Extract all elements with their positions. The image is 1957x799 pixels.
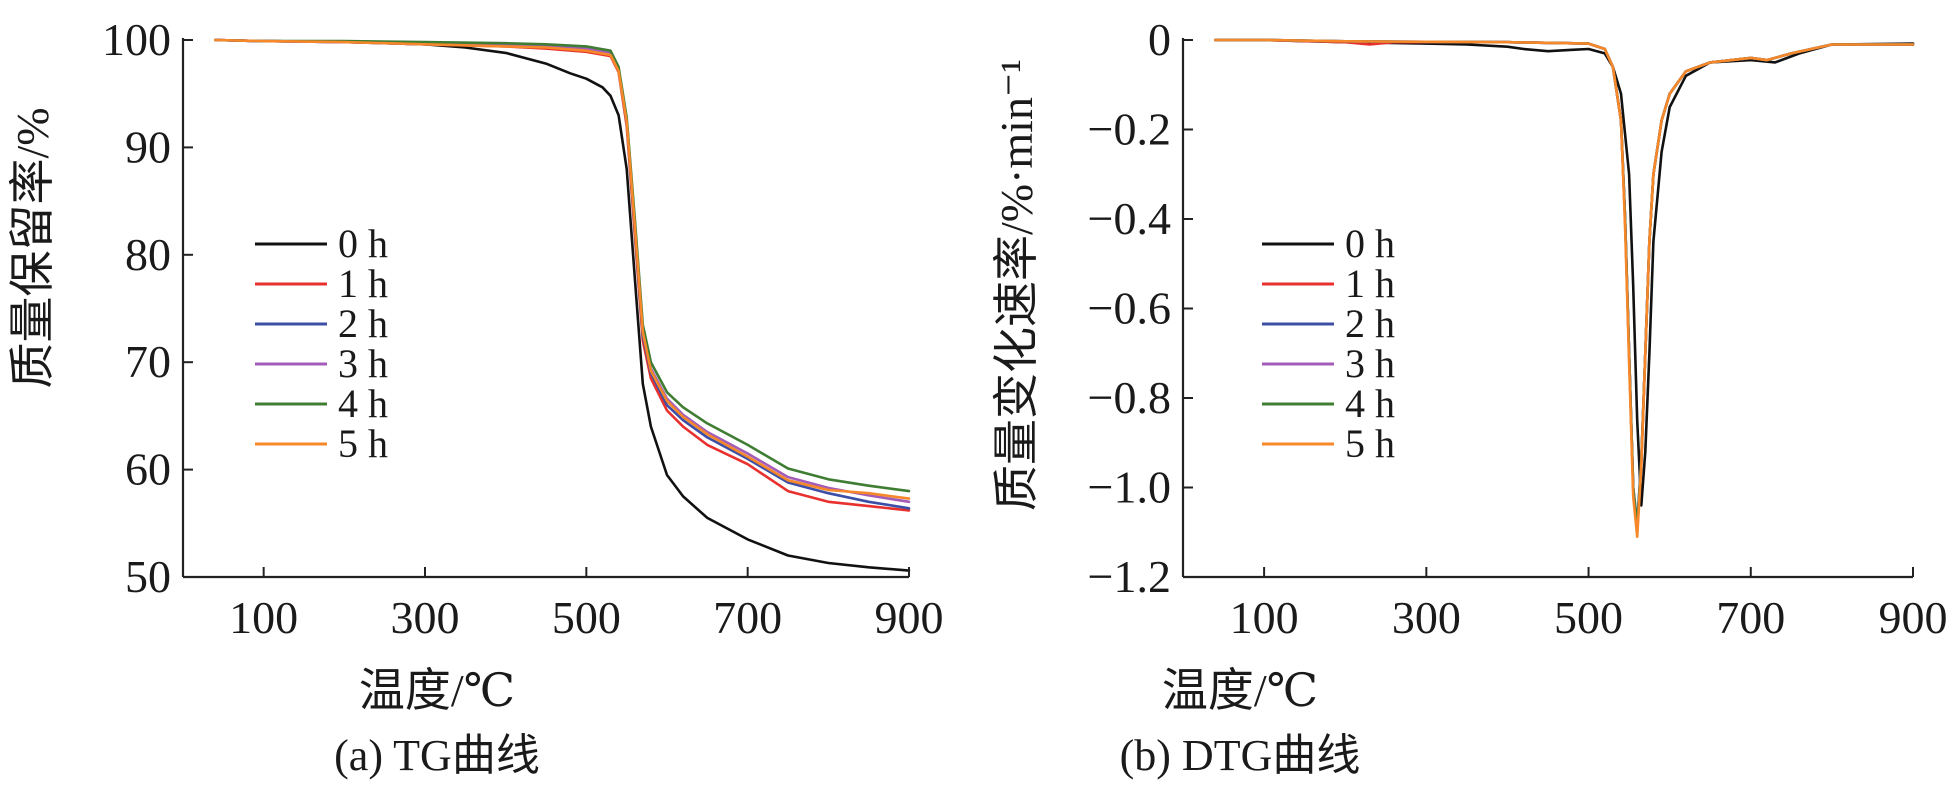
dtg-y-tick-label: −1.2 <box>1088 551 1171 602</box>
dtg-x-tick-label: 300 <box>1392 592 1461 643</box>
tg-series-3h <box>214 38 911 504</box>
dtg-series-1h <box>1214 38 1915 534</box>
dtg-x-axis-label: 温度/℃ <box>1162 665 1318 716</box>
tg-y-tick-label: 60 <box>125 444 171 495</box>
tg-legend-label: 1 h <box>338 261 388 306</box>
tg-series-2h <box>214 38 911 510</box>
dtg-series-5h <box>1214 38 1915 539</box>
dtg-y-tick-label: −0.4 <box>1088 193 1171 244</box>
dtg-axes <box>1181 38 1914 579</box>
tg-series-1h <box>214 38 911 512</box>
panel-dtg: 100 300 500 700 900 0 −0.2 −0.4 −0.6 −0.8 −1.0 −1.2… <box>991 14 1948 780</box>
tg-y-axis-label: 质量保留率/% <box>7 107 58 388</box>
tg-y-tick-label: 90 <box>125 121 171 172</box>
dtg-x-tick-label: 500 <box>1554 592 1623 643</box>
dtg-y-tick-label: 0 <box>1148 14 1171 65</box>
dtg-y-tick-label: −0.2 <box>1088 104 1171 155</box>
dtg-y-tick-label: −0.8 <box>1088 372 1171 423</box>
dtg-legend-label: 1 h <box>1345 261 1395 306</box>
dtg-series-2h <box>1214 38 1915 525</box>
tg-x-tick-label: 300 <box>391 592 460 643</box>
dtg-x-tick-label: 700 <box>1716 592 1785 643</box>
tg-x-tick-label: 100 <box>229 592 298 643</box>
dtg-legend-label: 3 h <box>1345 341 1395 386</box>
tg-axes <box>181 38 910 579</box>
tg-x-tick-label: 500 <box>552 592 621 643</box>
tg-legend-label: 2 h <box>338 301 388 346</box>
dtg-legend-label: 2 h <box>1345 301 1395 346</box>
dtg-x-tick-label: 900 <box>1879 592 1948 643</box>
dtg-caption: (b) DTG曲线 <box>1120 731 1361 780</box>
tg-y-tick-label: 80 <box>125 229 171 280</box>
dtg-y-tick-label: −1.0 <box>1088 462 1171 513</box>
dtg-series-0h <box>1214 38 1915 507</box>
tg-series-4h <box>214 38 911 493</box>
tg-x-tick-label: 700 <box>713 592 782 643</box>
tg-x-axis-label: 温度/℃ <box>359 665 515 716</box>
tg-series-0h <box>214 38 911 572</box>
dtg-y-axis-label: 质量变化速率/%·min⁻¹ <box>991 59 1042 511</box>
tg-series-5h <box>214 38 911 500</box>
dtg-series-layer <box>1214 38 1915 539</box>
dtg-legend: 0 h1 h2 h3 h4 h5 h <box>1262 221 1395 466</box>
panel-tg: 100 300 500 700 900 50 60 70 80 90 100 0 h1 h2 h3 … <box>7 14 944 780</box>
tg-y-tick-label: 70 <box>125 336 171 387</box>
dtg-y-tick-label: −0.6 <box>1088 283 1171 334</box>
tg-y-tick-label: 50 <box>125 551 171 602</box>
tg-legend-label: 4 h <box>338 381 388 426</box>
tg-tick-labels: 100 300 500 700 900 50 60 70 80 90 100 <box>102 14 944 643</box>
tg-legend-label: 0 h <box>338 221 388 266</box>
tg-x-tick-label: 900 <box>875 592 944 643</box>
dtg-legend-label: 0 h <box>1345 221 1395 266</box>
dtg-legend-label: 4 h <box>1345 381 1395 426</box>
tg-caption: (a) TG曲线 <box>334 731 540 780</box>
tg-legend: 0 h1 h2 h3 h4 h5 h <box>255 221 388 466</box>
dtg-tick-labels: 100 300 500 700 900 0 −0.2 −0.4 −0.6 −0.8 −1.0 −1.2 <box>1088 14 1948 643</box>
tg-series-layer <box>214 38 911 572</box>
tg-y-tick-label: 100 <box>102 14 171 65</box>
tg-legend-label: 3 h <box>338 341 388 386</box>
dtg-legend-label: 5 h <box>1345 421 1395 466</box>
tg-legend-label: 5 h <box>338 421 388 466</box>
dtg-x-tick-label: 100 <box>1230 592 1299 643</box>
